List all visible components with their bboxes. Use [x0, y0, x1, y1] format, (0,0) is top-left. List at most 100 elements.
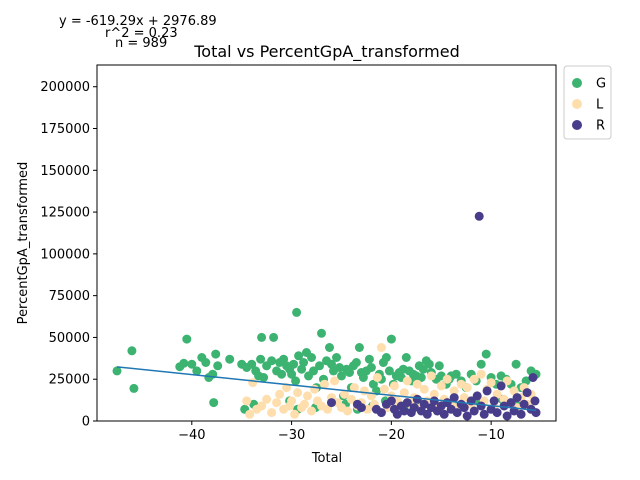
point-G-35 [291, 376, 301, 386]
sample-size-label: n = 989 [115, 36, 167, 51]
point-G-4 [179, 358, 189, 368]
point-L-52 [419, 384, 429, 394]
y-tick-label: 175000 [40, 122, 90, 137]
x-tick-label: −20 [378, 428, 405, 443]
chart-title: Total vs PercentGpA_transformed [193, 42, 459, 62]
point-L-64 [459, 393, 469, 403]
point-G-36 [292, 307, 302, 317]
point-R-36 [482, 386, 492, 396]
point-R-28 [459, 403, 469, 413]
point-G-67 [368, 379, 378, 389]
point-G-34 [289, 359, 299, 369]
point-G-45 [315, 361, 324, 371]
x-tick-label: −10 [477, 428, 504, 443]
point-G-26 [269, 332, 279, 342]
point-R-40 [496, 381, 506, 391]
x-tick-label: −40 [178, 428, 205, 443]
point-G-73 [384, 366, 394, 376]
point-R-13 [409, 403, 419, 413]
y-tick-label: 25000 [49, 373, 90, 388]
point-R-22 [439, 409, 449, 419]
point-R-46 [516, 409, 526, 419]
point-G-89 [424, 359, 434, 369]
point-G-22 [256, 354, 266, 364]
point-L-46 [399, 388, 409, 398]
point-G-86 [416, 373, 426, 382]
point-R-41 [499, 401, 509, 411]
point-G-49 [325, 343, 334, 352]
point-R-6 [386, 396, 396, 406]
point-L-6 [267, 408, 277, 418]
point-L-23 [323, 404, 332, 414]
point-G-2 [129, 383, 139, 393]
x-tick-label: −30 [278, 428, 305, 443]
point-L-79 [509, 386, 519, 396]
point-L-0 [242, 396, 252, 406]
point-G-13 [213, 361, 223, 371]
r-squared-label: r^2 = 0.23 [105, 26, 178, 41]
point-G-60 [351, 358, 361, 367]
point-R-4 [376, 408, 386, 418]
point-R-8 [392, 409, 402, 419]
plot-area [112, 211, 541, 421]
point-L-72 [486, 378, 496, 388]
point-G-80 [401, 353, 411, 362]
legend-label-R: R [596, 119, 605, 134]
regression-line [116, 366, 537, 412]
point-R-26 [452, 408, 462, 418]
point-G-43 [309, 366, 318, 376]
point-R-43 [506, 398, 516, 408]
point-L-61 [449, 386, 459, 396]
y-tick-label: 0 [82, 415, 90, 430]
point-G-97 [451, 369, 461, 379]
y-tick-label: 150000 [40, 164, 90, 179]
point-L-38 [372, 373, 382, 382]
point-L-16 [300, 399, 309, 409]
point-L-5 [262, 394, 272, 404]
legend-marker-R [572, 120, 582, 130]
point-R-0 [327, 398, 336, 408]
y-tick-label: 100000 [40, 247, 90, 262]
series-L [242, 343, 539, 419]
point-G-66 [366, 363, 376, 372]
point-L-50 [412, 379, 422, 389]
point-R-48 [522, 388, 532, 398]
point-R-31 [469, 406, 479, 416]
axis-ticks: −40 −30 −20 −10 0 25000 50000 75000 100000 125000… [40, 80, 505, 443]
point-G-33 [287, 369, 297, 379]
point-R-45 [512, 393, 522, 403]
point-L-57 [436, 381, 446, 391]
regression-equation: y = -619.29x + 2976.89 [59, 14, 217, 29]
point-L-14 [293, 388, 303, 398]
point-L-47 [402, 376, 412, 386]
point-L-4 [257, 401, 267, 411]
point-G-103 [481, 349, 491, 359]
point-G-37 [294, 351, 304, 361]
point-L-67 [469, 374, 479, 384]
point-G-15 [225, 354, 235, 364]
point-R-32 [472, 391, 482, 401]
point-R-25 [449, 393, 459, 403]
point-G-9 [201, 358, 211, 367]
point-G-87 [418, 364, 428, 374]
point-G-54 [337, 371, 346, 381]
legend-label-L: L [596, 98, 604, 113]
point-L-54 [426, 371, 436, 381]
point-G-21 [257, 332, 267, 342]
point-L-17 [303, 391, 312, 401]
point-G-57 [345, 368, 354, 377]
point-G-39 [299, 358, 309, 367]
y-tick-label: 50000 [49, 331, 90, 346]
point-G-61 [354, 343, 364, 352]
point-R-29 [462, 411, 472, 421]
point-L-19 [310, 384, 319, 394]
point-L-30 [346, 394, 356, 404]
point-L-31 [349, 383, 359, 393]
point-R-34 [476, 401, 486, 411]
point-L-13 [290, 409, 300, 419]
y-tick-label: 125000 [40, 206, 90, 221]
point-R-39 [492, 408, 502, 418]
y-axis-label: PercentGpA_transformed [16, 162, 31, 325]
point-L-55 [429, 389, 439, 399]
point-G-6 [187, 359, 197, 369]
